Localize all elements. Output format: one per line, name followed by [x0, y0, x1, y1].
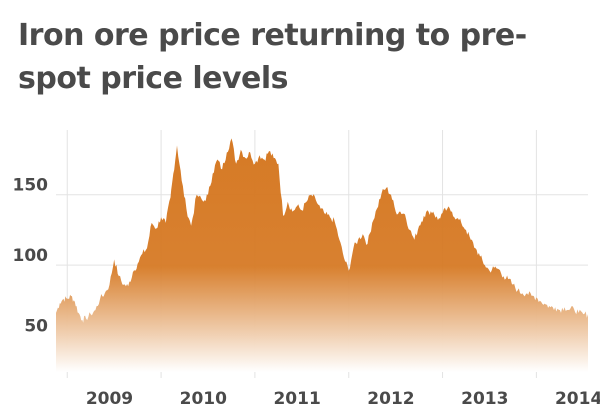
x-tick-label: 2014 [555, 389, 600, 409]
price-area [56, 138, 588, 372]
x-tick-labels: 2009 2010 2011 2012 2013 2014 [86, 389, 600, 409]
y-tick-label: 100 [13, 246, 49, 266]
y-tick-label: 150 [13, 176, 49, 196]
x-tick-label: 2011 [273, 389, 320, 409]
x-tick-label: 2009 [86, 389, 133, 409]
y-tick-labels: 50 100 150 [13, 176, 49, 337]
y-tick-label: 50 [24, 316, 48, 336]
x-tick-label: 2013 [461, 389, 508, 409]
x-tick-label: 2010 [180, 389, 227, 409]
x-tick-label: 2012 [367, 389, 414, 409]
chart-title: Iron ore price returning to pre-spot pri… [18, 18, 527, 96]
